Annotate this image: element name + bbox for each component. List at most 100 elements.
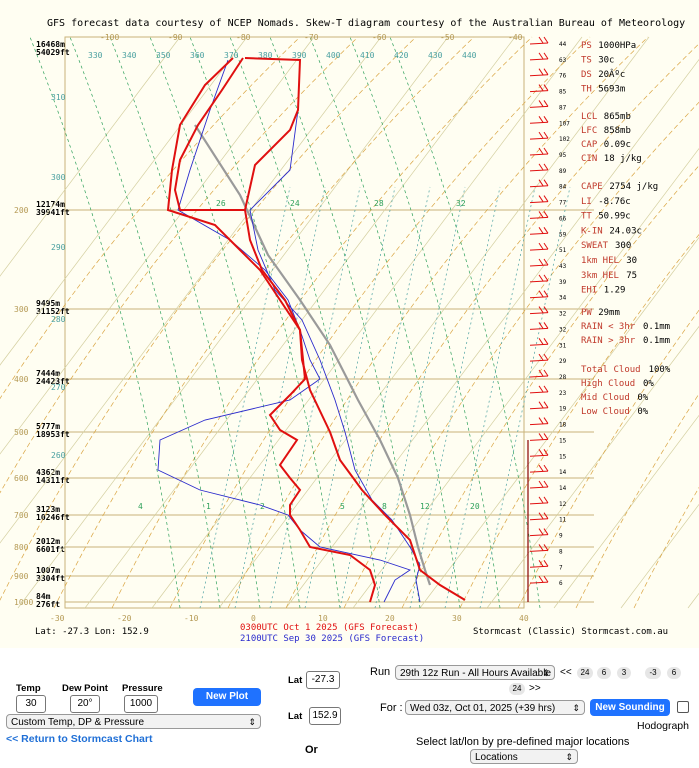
stat-key: CAP <box>581 140 598 150</box>
mixing-ratio-label: 26 <box>216 199 226 208</box>
lat-input[interactable]: -27.3 <box>306 671 340 689</box>
wind-barb-flag <box>538 385 544 393</box>
lower-mix-label: 8 <box>382 502 387 511</box>
wind-barb <box>529 312 549 315</box>
lon-input[interactable]: 152.9 <box>309 707 341 725</box>
step-button[interactable]: 6 <box>667 667 681 679</box>
wind-barb-flag <box>543 560 549 567</box>
stat-value: 18 j/kg <box>604 154 642 164</box>
isotherm-line <box>0 36 248 366</box>
step-button[interactable]: 3 <box>617 667 631 679</box>
run-select[interactable]: 29th 12z Run - All Hours Available ⇕ <box>395 665 555 680</box>
stat-key: RAIN < 3hr <box>581 322 636 332</box>
wind-barb-flag <box>543 401 549 408</box>
stat-key: LFC <box>581 126 597 136</box>
mixing-ratio-line <box>374 186 466 609</box>
nav-prev[interactable]: << <box>560 667 572 678</box>
wind-barb-flag <box>538 401 544 408</box>
wind-barb-flag <box>538 480 544 488</box>
wind-speed-label: 77 <box>559 200 567 207</box>
run-label: Run <box>370 666 391 678</box>
stat-value: 5693m <box>598 85 625 95</box>
stat-value: 75 <box>626 271 637 281</box>
altitude-m-label: 3123m <box>36 505 60 514</box>
wind-barb <box>529 232 549 235</box>
temp-axis-bottom-label: 0 <box>251 614 256 623</box>
wind-barb <box>529 565 549 568</box>
wind-barb <box>529 581 549 584</box>
dry-adiabat-line <box>459 234 699 609</box>
for-select[interactable]: Wed 03z, Oct 01, 2025 (+39 hrs) ⇕ <box>405 700 585 715</box>
side-theta-label: 260 <box>51 451 66 460</box>
stat-key: Mid Cloud <box>581 393 630 403</box>
locations-select[interactable]: Locations ⇕ <box>470 749 578 764</box>
altitude-m-label: 84m <box>36 592 51 601</box>
wind-barb-flag <box>538 36 544 44</box>
wind-speed-label: 44 <box>559 41 567 48</box>
wind-barb-flag <box>543 163 549 171</box>
step-button[interactable]: 24 <box>509 683 525 695</box>
dry-adiabat-line <box>53 36 475 609</box>
wind-barb-flag <box>543 36 549 44</box>
new-plot-button[interactable]: New Plot <box>193 688 261 706</box>
stat-key: 3km HEL <box>581 271 619 281</box>
preset-select[interactable]: Custom Temp, DP & Pressure ⇕ <box>6 714 261 729</box>
stat-value: 30 <box>626 256 637 266</box>
return-link[interactable]: << Return to Stormcast Chart <box>6 733 153 745</box>
wind-barb-flag <box>543 369 549 377</box>
wind-barb-flag <box>538 195 544 202</box>
wind-barb <box>529 407 549 410</box>
wind-barb-flag <box>543 52 549 60</box>
wind-barb-flag <box>543 322 549 329</box>
lower-mix-label: 5 <box>340 502 345 511</box>
wind-speed-label: 66 <box>559 215 567 222</box>
primary-temp-trace <box>173 57 466 601</box>
dewpoint-input[interactable]: 20° <box>70 695 100 713</box>
wind-speed-label: 14 <box>559 469 567 476</box>
temp-axis-bottom-label: 40 <box>519 614 529 623</box>
temp-input[interactable]: 30 <box>16 695 46 713</box>
wind-barb-flag <box>543 211 549 218</box>
stat-value: 0.09c <box>604 140 631 150</box>
wind-barb-flag <box>538 274 544 282</box>
wind-barb <box>529 137 549 140</box>
stat-value: 0.1mm <box>643 322 670 332</box>
lower-mix-label: 1 <box>206 502 211 511</box>
pressure-input[interactable]: 1000 <box>124 695 158 713</box>
wind-barb <box>529 359 549 362</box>
stat-key: PS <box>581 41 592 51</box>
step-button[interactable]: -3 <box>645 667 661 679</box>
skew-t-chart: GFS forecast data courtesy of NCEP Nomad… <box>0 0 699 648</box>
for-select-value: Wed 03z, Oct 01, 2025 (+39 hrs) <box>410 703 556 714</box>
wind-barb-flag <box>538 84 544 91</box>
wind-barb <box>529 454 549 457</box>
chart-header: GFS forecast data courtesy of NCEP Nomad… <box>47 18 685 29</box>
wind-barb-flag <box>543 242 549 250</box>
wind-speed-label: 15 <box>559 437 567 444</box>
hodograph-checkbox[interactable] <box>677 701 689 713</box>
wind-barb-flag <box>543 290 549 297</box>
wind-barb-flag <box>543 528 549 535</box>
moist-adiabat-line <box>149 36 301 609</box>
nav-next[interactable]: >> <box>529 683 541 694</box>
step-button[interactable]: 24 <box>577 667 593 679</box>
mixing-ratio-line <box>234 186 326 609</box>
side-theta-label: 310 <box>51 93 66 102</box>
temp-axis-top-label: -80 <box>236 33 251 42</box>
dry-adiabat-line <box>0 36 417 601</box>
wind-speed-label: 29 <box>559 358 567 365</box>
dry-adiabat-line <box>169 36 591 609</box>
wind-speed-label: 7 <box>559 564 563 571</box>
wind-barb-flag <box>543 449 549 456</box>
step-button[interactable]: 6 <box>597 667 611 679</box>
temp-axis-bottom-label: -10 <box>184 614 199 623</box>
chevron-updown-icon: ⇕ <box>542 668 550 678</box>
altitude-ft-label: 18953ft <box>36 430 70 439</box>
stat-key: LCL <box>581 112 597 122</box>
wind-barb <box>529 470 549 473</box>
isotherm-line <box>486 325 699 609</box>
latlon-label: Lat: -27.3 Lon: 152.9 <box>35 627 149 637</box>
new-sounding-button[interactable]: New Sounding <box>590 699 670 716</box>
wind-barb-flag <box>538 242 544 250</box>
wind-speed-label: 11 <box>559 517 567 524</box>
